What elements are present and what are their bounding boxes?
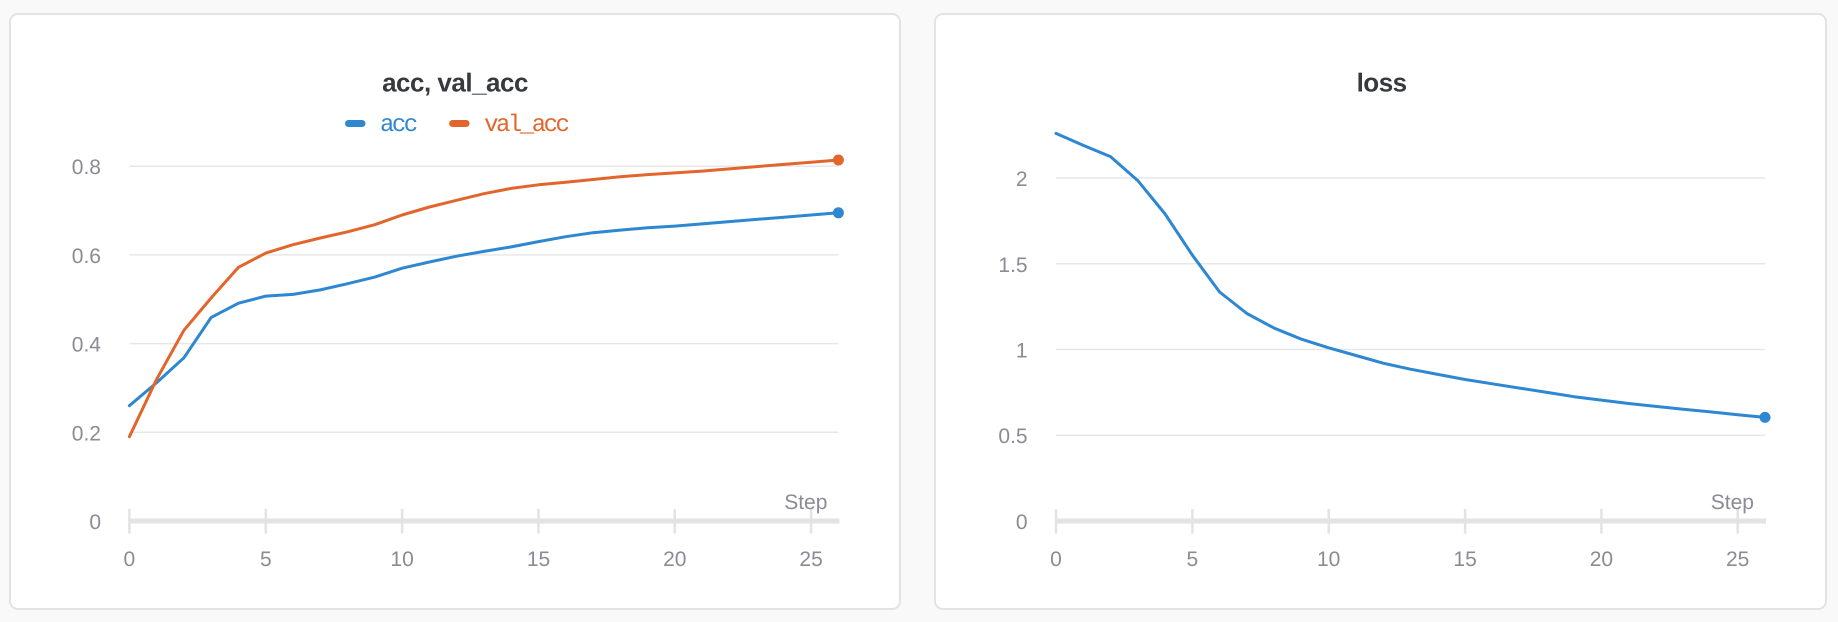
svg-text:val_acc: val_acc (484, 112, 568, 139)
svg-text:5: 5 (1187, 548, 1199, 571)
svg-text:0: 0 (124, 548, 136, 571)
svg-text:0.2: 0.2 (72, 422, 101, 445)
svg-text:10: 10 (390, 548, 413, 571)
svg-text:0: 0 (1016, 511, 1028, 534)
svg-text:0.8: 0.8 (72, 156, 101, 179)
svg-text:0.6: 0.6 (72, 245, 101, 268)
svg-text:loss: loss (1357, 68, 1407, 98)
svg-text:acc, val_acc: acc, val_acc (382, 68, 528, 98)
svg-text:25: 25 (1726, 548, 1749, 571)
svg-text:0.5: 0.5 (998, 425, 1027, 448)
svg-text:Step: Step (784, 491, 827, 514)
svg-text:5: 5 (260, 548, 272, 571)
svg-text:15: 15 (527, 548, 550, 571)
svg-text:25: 25 (799, 548, 822, 571)
svg-text:15: 15 (1453, 548, 1476, 571)
svg-text:0.4: 0.4 (72, 334, 102, 357)
svg-text:20: 20 (1590, 548, 1613, 571)
svg-text:acc: acc (380, 112, 417, 139)
svg-text:20: 20 (663, 548, 686, 571)
svg-text:Step: Step (1711, 491, 1754, 514)
svg-text:10: 10 (1317, 548, 1340, 571)
svg-text:1.5: 1.5 (998, 254, 1027, 277)
svg-text:0: 0 (89, 511, 101, 534)
svg-text:1: 1 (1016, 340, 1028, 363)
svg-text:2: 2 (1016, 168, 1028, 191)
svg-text:0: 0 (1050, 548, 1062, 571)
